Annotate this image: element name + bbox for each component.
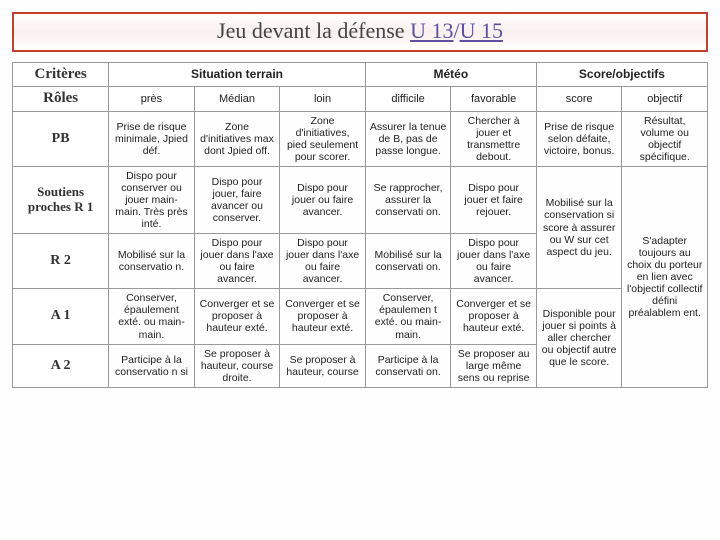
cell: Dispo pour jouer dans l'axe ou faire ava… — [451, 234, 537, 289]
header-scoreobj: Score/objectifs — [536, 63, 707, 87]
header-situation: Situation terrain — [109, 63, 366, 87]
cell-merged-objectif: S'adapter toujours au choix du porteur e… — [622, 166, 708, 387]
sub-difficile: difficile — [365, 87, 451, 111]
sub-favorable: favorable — [451, 87, 537, 111]
cell: Se proposer à hauteur, course — [280, 344, 366, 387]
sub-pres: près — [109, 87, 195, 111]
cell: Conserver, épaulement exté. ou main-main… — [109, 289, 195, 344]
cell: Dispo pour jouer dans l'axe ou faire ava… — [280, 234, 366, 289]
title-text: Jeu devant la défense — [217, 18, 410, 43]
cell: Converger et se proposer à hauteur exté. — [194, 289, 280, 344]
cell: Assurer la tenue de B, pas de passe long… — [365, 111, 451, 166]
sub-median: Médian — [194, 87, 280, 111]
cell: Conserver, épaulemen t exté. ou main-mai… — [365, 289, 451, 344]
role-r1: Soutiens proches R 1 — [13, 166, 109, 233]
cell: Se proposer à hauteur, course droite. — [194, 344, 280, 387]
cell: Participe à la conservatio n si — [109, 344, 195, 387]
cell-merged-score2: Disponible pour jouer si points à aller … — [536, 289, 622, 387]
cell: Se proposer au large même sens ou repris… — [451, 344, 537, 387]
cell: Prise de risque selon défaite, victoire,… — [536, 111, 622, 166]
row-r1: Soutiens proches R 1 Dispo pour conserve… — [13, 166, 708, 233]
role-a1: A 1 — [13, 289, 109, 344]
cell: Mobilisé sur la conservatio n. — [109, 234, 195, 289]
cell: Converger et se proposer à hauteur exté. — [280, 289, 366, 344]
header-criteres: Critères — [13, 63, 109, 87]
cell: Dispo pour jouer ou faire avancer. — [280, 166, 366, 233]
row-pb: PB Prise de risque minimale, Jpied déf. … — [13, 111, 708, 166]
cell: Zone d'initiatives max dont Jpied off. — [194, 111, 280, 166]
role-a2: A 2 — [13, 344, 109, 387]
cell: Mobilisé sur la conservati on. — [365, 234, 451, 289]
cell: Zone d'initiatives, pied seulement pour … — [280, 111, 366, 166]
cell: Dispo pour jouer dans l'axe ou faire ava… — [194, 234, 280, 289]
cell: Se rapprocher, assurer la conservati on. — [365, 166, 451, 233]
cell: Converger et se proposer à hauteur exté. — [451, 289, 537, 344]
row-a1: A 1 Conserver, épaulement exté. ou main-… — [13, 289, 708, 344]
cell-merged-score: Mobilisé sur la conservation si score à … — [536, 166, 622, 289]
title-u15: U 15 — [460, 18, 503, 43]
cell: Dispo pour conserver ou jouer main-main.… — [109, 166, 195, 233]
cell: Résultat, volume ou objectif spécifique. — [622, 111, 708, 166]
role-r2: R 2 — [13, 234, 109, 289]
main-table: Critères Situation terrain Météo Score/o… — [12, 62, 708, 388]
sub-objectif: objectif — [622, 87, 708, 111]
cell: Dispo pour jouer, faire avancer ou conse… — [194, 166, 280, 233]
role-pb: PB — [13, 111, 109, 166]
title-u13: U 13 — [410, 18, 453, 43]
page-title: Jeu devant la défense U 13/U 15 — [12, 12, 708, 52]
sub-score: score — [536, 87, 622, 111]
cell: Prise de risque minimale, Jpied déf. — [109, 111, 195, 166]
header-meteo: Météo — [365, 63, 536, 87]
cell: Participe à la conservati on. — [365, 344, 451, 387]
header-roles: Rôles — [13, 87, 109, 111]
sub-loin: loin — [280, 87, 366, 111]
cell: Chercher à jouer et transmettre debout. — [451, 111, 537, 166]
cell: Dispo pour jouer et faire rejouer. — [451, 166, 537, 233]
